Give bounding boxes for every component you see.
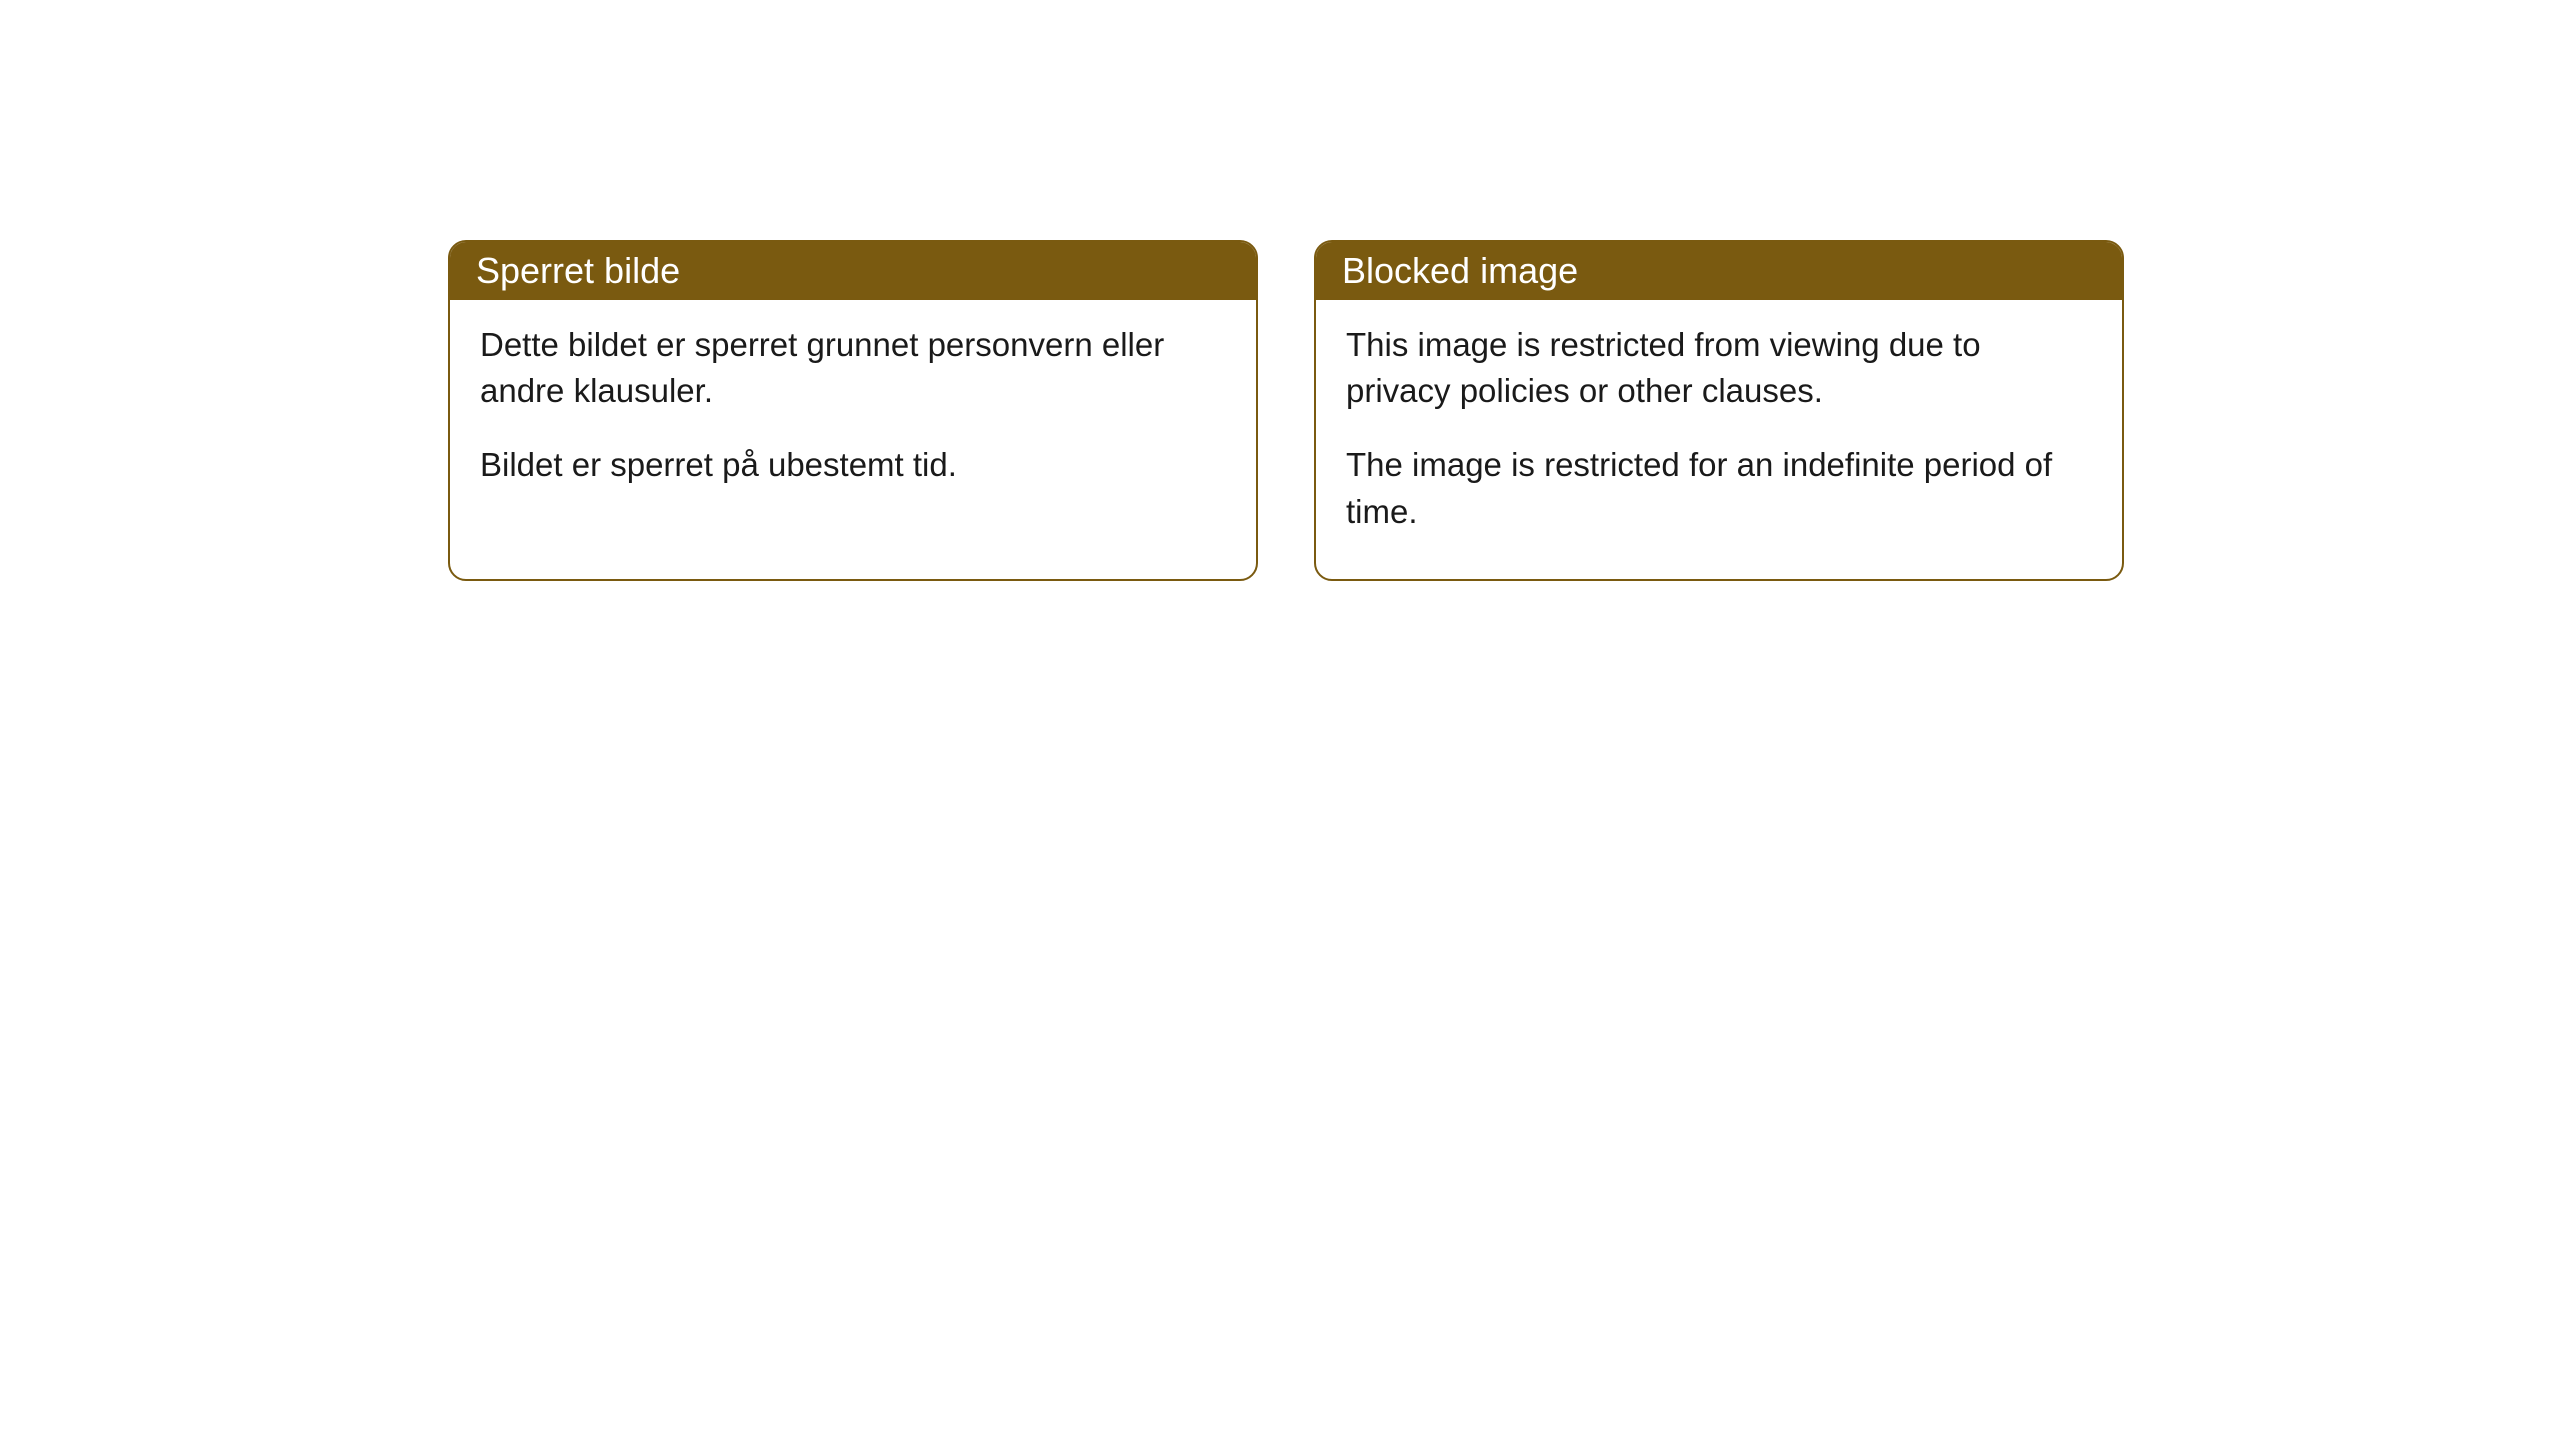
card-body-norwegian: Dette bildet er sperret grunnet personve… [450,300,1256,533]
blocked-image-card-english: Blocked image This image is restricted f… [1314,240,2124,581]
card-paragraph-1-english: This image is restricted from viewing du… [1346,322,2092,414]
card-header-english: Blocked image [1316,242,2122,300]
card-paragraph-2-english: The image is restricted for an indefinit… [1346,442,2092,534]
blocked-image-card-norwegian: Sperret bilde Dette bildet er sperret gr… [448,240,1258,581]
card-header-norwegian: Sperret bilde [450,242,1256,300]
card-paragraph-2-norwegian: Bildet er sperret på ubestemt tid. [480,442,1226,488]
card-paragraph-1-norwegian: Dette bildet er sperret grunnet personve… [480,322,1226,414]
card-body-english: This image is restricted from viewing du… [1316,300,2122,579]
notice-cards-container: Sperret bilde Dette bildet er sperret gr… [448,240,2124,581]
